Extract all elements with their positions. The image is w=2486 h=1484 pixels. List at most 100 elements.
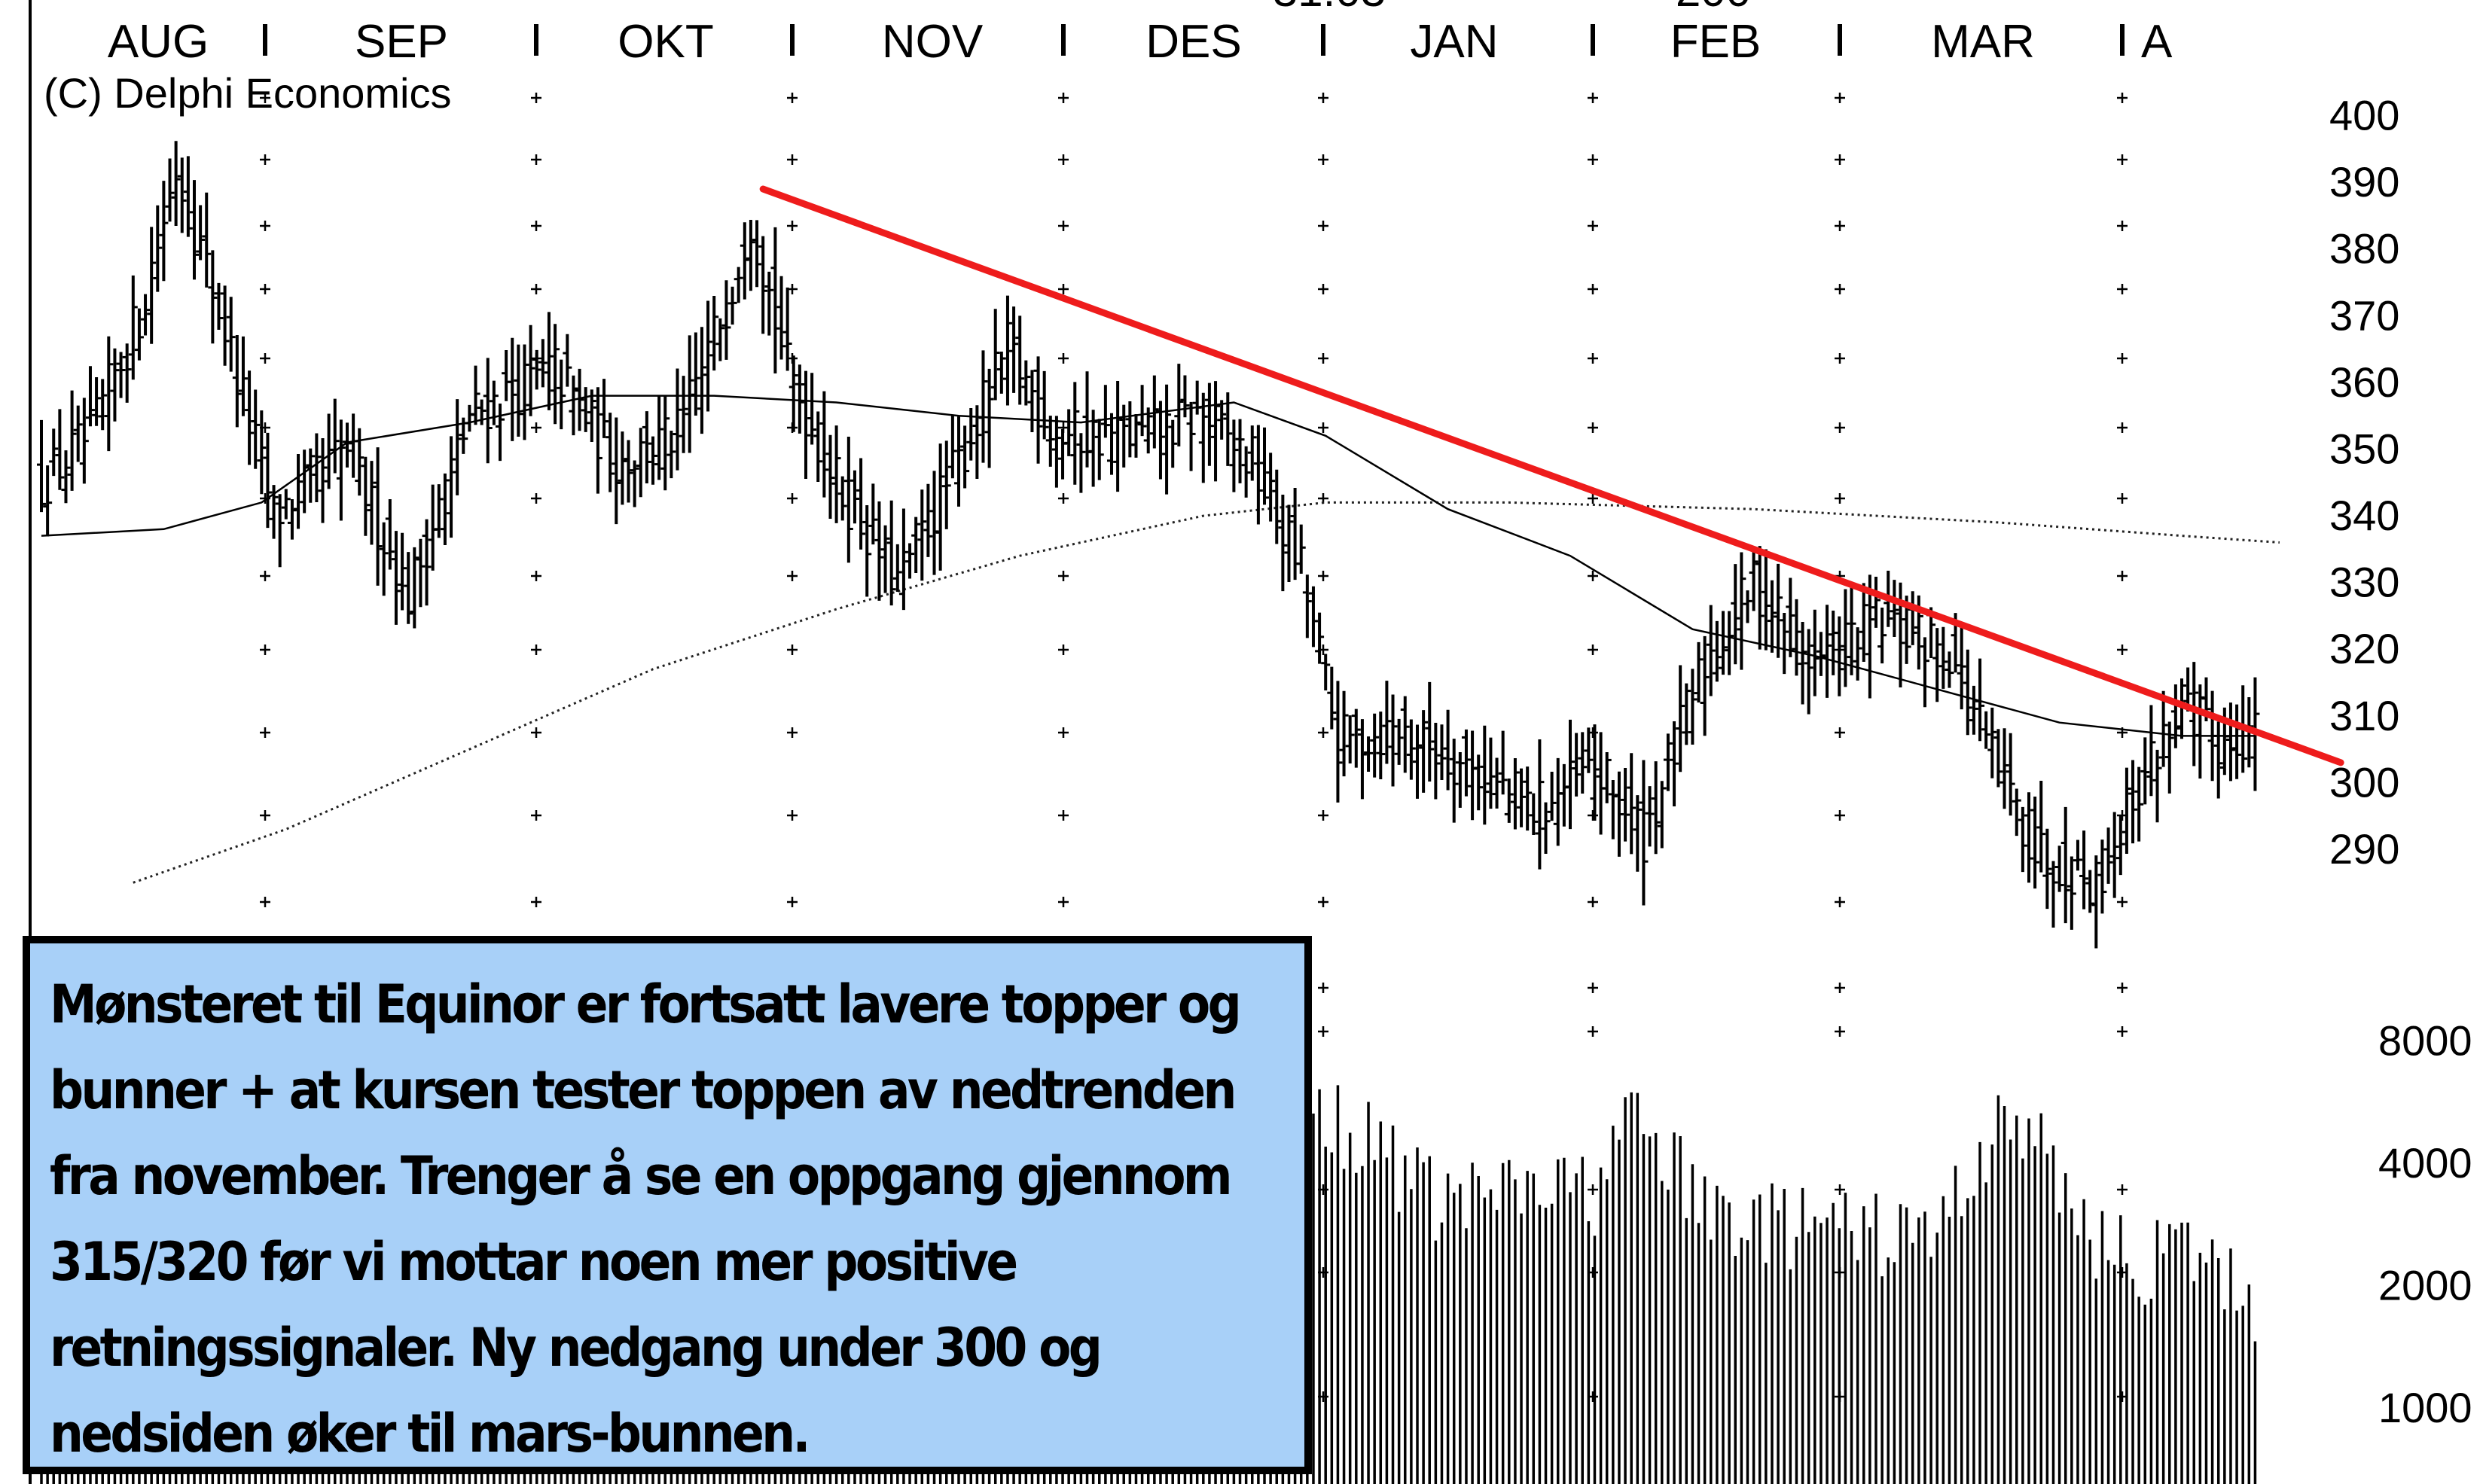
price-bar	[2140, 737, 2150, 805]
price-bar	[1535, 739, 1545, 870]
price-bar	[618, 431, 627, 505]
price-bar	[1780, 612, 1789, 675]
price-bar	[898, 508, 908, 611]
price-bar	[300, 449, 310, 513]
price-bar	[1865, 574, 1874, 699]
price-bar	[2018, 806, 2027, 873]
price-bar	[159, 181, 169, 282]
price-bar	[2079, 830, 2089, 910]
price-bar	[1590, 724, 1600, 821]
month-separator	[1838, 24, 1842, 56]
price-bar	[825, 434, 835, 520]
price-bar	[648, 436, 657, 485]
price-bar	[911, 517, 921, 574]
price-bar	[2128, 760, 2138, 844]
price-bar	[1253, 425, 1263, 525]
price-bar	[2115, 815, 2125, 876]
price-bar	[1302, 574, 1312, 638]
price-bar	[1431, 722, 1441, 800]
price-bar	[349, 413, 358, 478]
price-bar	[238, 336, 248, 416]
price-bar	[520, 344, 529, 440]
price-bar	[1938, 626, 1948, 689]
price-bar	[593, 387, 602, 494]
price-bars	[37, 141, 2260, 949]
price-bar	[1474, 754, 1484, 811]
price-bar	[947, 415, 957, 479]
price-bar	[2134, 766, 2144, 842]
price-bar	[532, 349, 541, 390]
price-bar	[1510, 758, 1520, 830]
month-separator	[1591, 24, 1595, 56]
price-bar	[917, 489, 927, 581]
price-bar	[1480, 725, 1490, 825]
month-label-okt: OKT	[618, 16, 713, 68]
price-bar	[1443, 709, 1453, 791]
price-bar	[2030, 797, 2040, 889]
price-bar	[544, 312, 554, 410]
price-bar	[422, 519, 432, 606]
price-bar	[1100, 385, 1110, 438]
price-bar	[98, 379, 108, 431]
price-bar	[214, 282, 224, 330]
price-bar	[1168, 419, 1178, 468]
price-bar	[697, 327, 706, 434]
price-bar	[795, 364, 804, 434]
top-partial-labels: 31.03 200	[1273, 0, 1751, 16]
price-bar	[2146, 705, 2156, 797]
price-bar	[1945, 651, 1954, 688]
price-bar	[660, 395, 670, 491]
price-bar	[831, 425, 841, 523]
price-bar	[1315, 612, 1325, 664]
month-label-sep: SEP	[355, 16, 448, 68]
price-bar	[2103, 827, 2113, 884]
price-bar	[1260, 427, 1269, 505]
price-bar	[312, 433, 322, 502]
price-bar	[1088, 410, 1098, 487]
price-bar	[1266, 453, 1276, 522]
price-bar	[1009, 306, 1019, 393]
price-bar	[1162, 384, 1172, 495]
price-bar	[275, 494, 285, 568]
price-bar	[2054, 846, 2064, 892]
price-bar	[1566, 719, 1575, 830]
price-bar	[984, 368, 994, 468]
price-bar	[1774, 563, 1783, 658]
price-bar	[1798, 622, 1807, 705]
price-bar	[1725, 611, 1734, 675]
month-label-nov: NOV	[882, 16, 984, 68]
price-bar	[789, 355, 798, 432]
price-bar	[1743, 590, 1752, 623]
price-bar	[37, 419, 46, 513]
price-bar	[892, 544, 902, 593]
price-bar	[1578, 732, 1588, 794]
price-bar	[79, 398, 89, 484]
price-bar	[1877, 608, 1887, 664]
volume-tick-label: 4000	[2378, 1139, 2472, 1187]
price-bar	[764, 271, 774, 336]
price-bar	[1871, 576, 1881, 628]
price-bar	[666, 430, 676, 479]
price-bar	[1094, 419, 1104, 480]
month-label-feb: FEB	[1670, 16, 1762, 68]
price-bar	[1461, 729, 1471, 797]
price-bar	[1394, 718, 1404, 765]
price-bar	[538, 339, 548, 388]
price-bar	[1364, 736, 1374, 772]
price-bar	[587, 389, 596, 442]
price-bar	[416, 538, 426, 608]
price-tick-label: 380	[2329, 225, 2399, 273]
month-label-aug: AUG	[108, 16, 209, 68]
price-bar	[746, 220, 755, 291]
price-bar	[636, 428, 645, 498]
price-bar	[1957, 622, 1966, 710]
price-bar	[905, 543, 915, 579]
price-bar	[2177, 678, 2186, 739]
price-bar	[1039, 370, 1049, 440]
price-bar	[1119, 404, 1129, 468]
price-bar	[630, 460, 639, 507]
price-bar	[294, 454, 304, 529]
price-bar	[1192, 380, 1202, 415]
price-bar	[134, 308, 144, 361]
price-bar	[1969, 685, 1978, 735]
